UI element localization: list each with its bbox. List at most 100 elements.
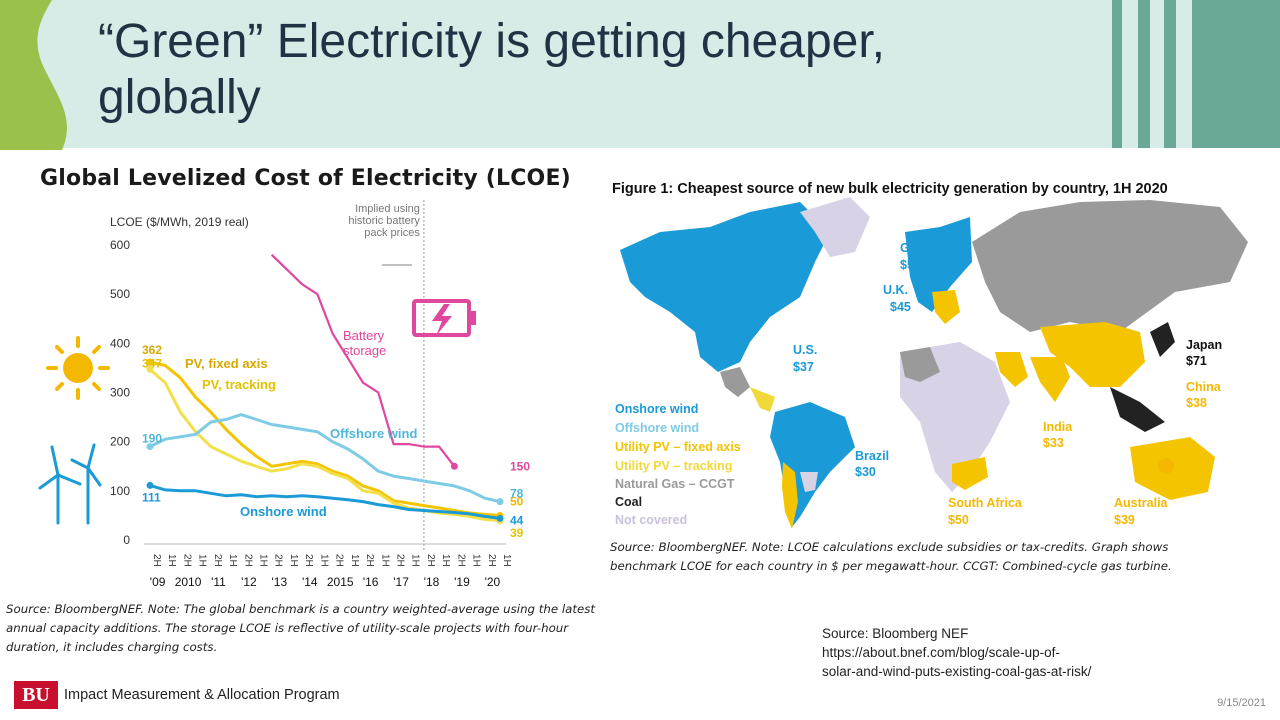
- series-name-label: PV, fixed axis: [185, 356, 268, 371]
- source-link-line-2[interactable]: solar-and-wind-puts-existing-coal-gas-at…: [822, 664, 1092, 679]
- lcoe-note-line-1: Source: BloombergNEF. Note: The global b…: [6, 602, 596, 616]
- series-line-battery-storage: [270, 254, 456, 467]
- x-half-label: 2H: [455, 554, 466, 567]
- y-tick-label: 200: [110, 435, 130, 449]
- source-link-line-1[interactable]: https://about.bnef.com/blog/scale-up-of-: [822, 645, 1060, 660]
- series-end-marker: [450, 462, 458, 470]
- x-half-label: 1H: [227, 554, 238, 567]
- map-note-line-2: benchmark LCOE for each country in $ per…: [610, 559, 1172, 573]
- y-tick-label: 400: [110, 336, 130, 350]
- series-start-marker: [146, 358, 154, 366]
- y-tick-label: 100: [110, 484, 130, 498]
- world-map: [620, 197, 1248, 529]
- legend-gas: Natural Gas – CCGT: [615, 477, 735, 491]
- lcoe-chart-title: Global Levelized Cost of Electricity (LC…: [40, 166, 571, 191]
- battery-label: Battery: [343, 328, 385, 343]
- x-half-label: 2H: [212, 554, 223, 567]
- x-half-label: 2H: [364, 554, 375, 567]
- y-tick-label: 0: [123, 533, 130, 547]
- series-line-pv-fixed-axis: [149, 360, 501, 517]
- world-map-figure: Figure 1: Cheapest source of new bulk el…: [612, 181, 1248, 529]
- value-australia: $39: [1114, 513, 1135, 527]
- legend-not-covered: Not covered: [615, 513, 687, 527]
- label-us: U.S.: [793, 343, 817, 357]
- lcoe-line-chart: LCOE ($/MWh, 2019 real) 0 100 200 300 400 500 6…: [38, 200, 530, 589]
- x-half-label: 2H: [425, 554, 436, 567]
- series-start-marker: [146, 443, 154, 451]
- legend-offshore-wind: Offshore wind: [615, 421, 699, 435]
- value-india: $33: [1043, 436, 1064, 450]
- label-south-africa: South Africa: [948, 496, 1023, 510]
- map-note: Source: BloombergNEF. Note: LCOE calcula…: [610, 538, 1250, 576]
- x-half-label: 2H: [486, 554, 497, 567]
- x-year-label: '17: [393, 575, 409, 589]
- x-year-label: '16: [363, 575, 379, 589]
- title-line-2: globally: [98, 71, 261, 124]
- x-half-label: 1H: [379, 554, 390, 567]
- series-end-label: 39: [510, 526, 524, 540]
- legend-pv-fixed: Utility PV – fixed axis: [615, 440, 741, 454]
- series-line-pv-tracking: [149, 368, 501, 523]
- series-name-label: Onshore wind: [240, 504, 327, 519]
- battery-label-2: storage: [343, 343, 386, 358]
- x-year-label: '11: [211, 575, 226, 589]
- x-half-label: 1H: [349, 554, 360, 567]
- value-japan: $71: [1186, 354, 1207, 368]
- label-china: China: [1186, 380, 1222, 394]
- x-year-label: '14: [302, 575, 318, 589]
- header-stripes: [1112, 0, 1280, 148]
- x-half-label: 1H: [197, 554, 208, 567]
- x-half-label: 1H: [440, 554, 451, 567]
- y-tick-label: 500: [110, 287, 130, 301]
- value-china: $38: [1186, 396, 1207, 410]
- y-axis-label: LCOE ($/MWh, 2019 real): [110, 215, 249, 229]
- legend-onshore-wind: Onshore wind: [615, 402, 698, 416]
- series-start-marker: [146, 481, 154, 489]
- x-year-label: '18: [424, 575, 440, 589]
- x-half-label: 1H: [318, 554, 329, 567]
- series-start-label: 362: [142, 343, 162, 357]
- series-end-label: 78: [510, 487, 524, 501]
- slide-date: 9/15/2021: [1217, 697, 1266, 709]
- x-half-label: 1H: [410, 554, 421, 567]
- program-name: Impact Measurement & Allocation Program: [64, 687, 340, 703]
- series-end-label: 150: [510, 459, 530, 473]
- lcoe-note-line-3: duration, it includes charging costs.: [6, 640, 218, 654]
- series-end-marker: [496, 498, 504, 506]
- series-start-label: 347: [142, 356, 162, 370]
- series-end-label: 44: [510, 513, 524, 527]
- x-half-label: 2H: [303, 554, 314, 567]
- x-half-label: 2H: [151, 554, 162, 567]
- label-brazil: Brazil: [855, 449, 889, 463]
- x-half-label: 2H: [394, 554, 405, 567]
- legend-coal: Coal: [615, 495, 642, 509]
- wind-turbine-icon: [38, 443, 102, 525]
- y-tick-label: 300: [110, 386, 130, 400]
- title-line-1: “Green” Electricity is getting cheaper,: [98, 15, 886, 68]
- storage-annotation: pack prices: [364, 227, 420, 239]
- series-start-label: 111: [142, 490, 161, 504]
- label-germany: Germany: [900, 241, 954, 255]
- header-swoosh: [0, 0, 67, 150]
- storage-annotation: Implied using: [355, 203, 420, 215]
- x-half-label: 2H: [273, 554, 284, 567]
- value-us: $37: [793, 360, 814, 374]
- sun-icon: [46, 336, 110, 400]
- x-year-label: '12: [241, 575, 257, 589]
- slide-header: [0, 0, 1280, 148]
- source-block: Source: Bloomberg NEF https://about.bnef…: [822, 624, 1091, 681]
- series-start-label: 190: [142, 432, 162, 446]
- map-legend: Onshore wind Offshore wind Utility PV – …: [615, 402, 741, 527]
- x-half-label: 2H: [242, 554, 253, 567]
- value-south-africa: $50: [948, 513, 969, 527]
- lcoe-note-line-2: annual capacity additions. The storage L…: [6, 621, 569, 635]
- value-germany: $50: [900, 258, 921, 272]
- x-half-label: 1H: [166, 554, 177, 567]
- x-half-label: 1H: [288, 554, 299, 567]
- series-line-onshore-wind: [149, 483, 501, 520]
- label-japan: Japan: [1186, 338, 1222, 352]
- x-year-label: '20: [485, 575, 501, 589]
- series-end-label: 50: [510, 494, 524, 508]
- x-half-label: 2H: [334, 554, 345, 567]
- series-name-label: PV, tracking: [202, 377, 276, 392]
